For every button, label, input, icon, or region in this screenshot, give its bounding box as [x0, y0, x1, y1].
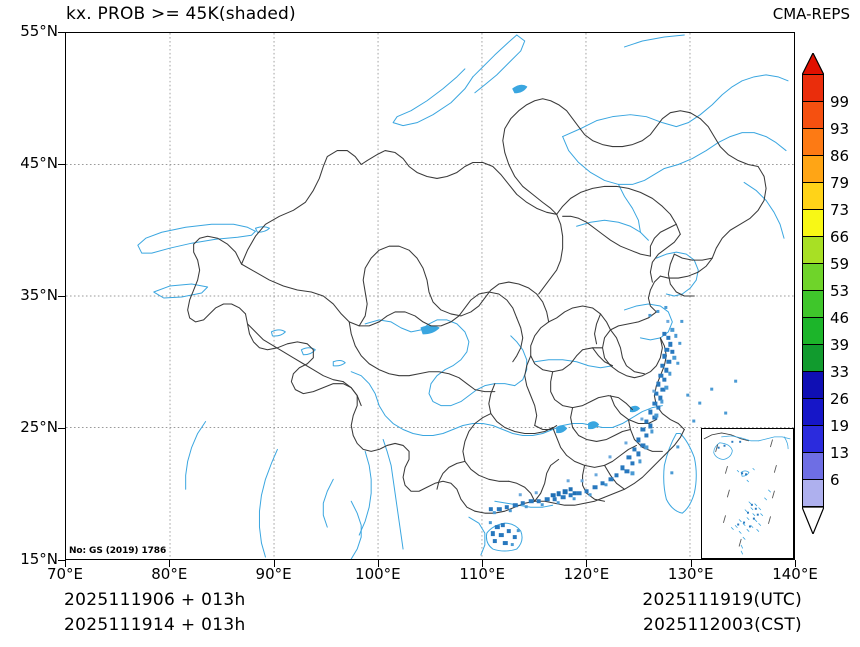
- colorbar-band: [802, 154, 824, 183]
- y-axis-tick-mark: [58, 32, 65, 33]
- colorbar-band: [802, 397, 824, 426]
- hydrography: [137, 34, 789, 559]
- colorbar-tick-label: 39: [830, 336, 850, 354]
- y-axis-tick-mark: [58, 428, 65, 429]
- x-axis-tick-label: 80°E: [151, 565, 188, 583]
- x-axis-tick-mark: [377, 560, 379, 567]
- x-axis-tick-label: 110°E: [459, 565, 505, 583]
- x-axis-tick-mark: [795, 560, 796, 567]
- valid-time-utc: 2025111919(UTC): [642, 590, 802, 610]
- colorbar-band: [802, 478, 824, 507]
- colorbar-band: [802, 343, 824, 372]
- x-axis-tick-mark: [65, 560, 66, 567]
- colorbar-band: [802, 289, 824, 318]
- colorbar-tick-label: 99: [830, 93, 850, 111]
- x-axis-tick-mark: [273, 560, 275, 567]
- colorbar-band: [802, 127, 824, 156]
- colorbar-tick-label: 19: [830, 417, 850, 435]
- x-axis-tick-label: 130°E: [667, 565, 714, 583]
- x-axis-tick-label: 140°E: [772, 565, 818, 583]
- colorbar-band: [802, 451, 824, 480]
- colorbar-band: [802, 424, 824, 453]
- y-axis-tick-label: 15°N: [20, 550, 58, 568]
- valid-time-cst: 2025112003(CST): [643, 615, 802, 635]
- y-axis: 55°N 45°N 35°N 25°N 15°N: [0, 0, 58, 647]
- colorbar-tick-label: 33: [830, 363, 850, 381]
- y-axis-tick-mark: [58, 164, 65, 165]
- y-axis-tick-label: 45°N: [20, 154, 58, 172]
- colorbar-extend-min-arrow: [802, 507, 824, 534]
- colorbar-band: [802, 73, 824, 102]
- y-axis-tick-mark: [58, 296, 65, 297]
- colorbar-tick-label: 26: [830, 390, 850, 408]
- colorbar-tick-label: 59: [830, 255, 850, 273]
- y-axis-tick-label: 55°N: [20, 22, 58, 40]
- model-label: CMA-REPS: [772, 5, 850, 23]
- y-axis-tick-label: 25°N: [20, 418, 58, 436]
- x-axis-tick-mark: [586, 560, 588, 567]
- x-axis-tick-label: 100°E: [355, 565, 401, 583]
- inset-canvas: [703, 432, 791, 555]
- y-axis-tick-mark: [58, 560, 65, 561]
- colorbar-tick-label: 73: [830, 201, 850, 219]
- colorbar-band: [802, 235, 824, 264]
- colorbar-band: [802, 208, 824, 237]
- x-axis-tick-mark: [482, 560, 484, 567]
- probability-colorbar[interactable]: 6 13 19 26 33 39 46 53 59 66 73 79 86 93 99: [802, 53, 849, 534]
- x-axis-tick-label: 120°E: [563, 565, 610, 583]
- colorbar-band: [802, 370, 824, 399]
- colorbar-extend-max-arrow: [802, 53, 824, 75]
- colorbar-band: [802, 100, 824, 129]
- gridlines: [66, 33, 794, 559]
- map-approval-number: No: GS (2019) 1786: [69, 546, 167, 556]
- colorbar-tick-label: 79: [830, 174, 850, 192]
- map-plot-area[interactable]: No: GS (2019) 1786: [65, 32, 795, 560]
- south-china-sea-inset[interactable]: [701, 428, 794, 559]
- colorbar-tick-label: 66: [830, 228, 850, 246]
- y-axis-tick-label: 35°N: [20, 286, 58, 304]
- page-title: kx. PROB >= 45K(shaded): [66, 4, 296, 24]
- x-axis-tick-mark: [169, 560, 171, 567]
- colorbar-tick-label: 46: [830, 309, 850, 327]
- init-time-utc: 2025111906 + 013h: [64, 590, 246, 610]
- colorbar-tick-label: 86: [830, 147, 850, 165]
- map-canvas: [66, 33, 794, 559]
- probability-shading: [488, 305, 738, 547]
- administrative-boundaries: [187, 98, 767, 514]
- x-axis-tick-label: 70°E: [46, 565, 84, 583]
- x-axis-tick-label: 90°E: [255, 565, 292, 583]
- colorbar-tick-label: 53: [830, 282, 850, 300]
- colorbar-band: [802, 316, 824, 345]
- colorbar-tick-label: 93: [830, 120, 850, 138]
- colorbar-band: [802, 262, 824, 291]
- init-time-cst: 2025111914 + 013h: [64, 615, 246, 635]
- x-axis-tick-mark: [690, 560, 692, 567]
- colorbar-band: [802, 181, 824, 210]
- colorbar-tick-label: 6: [830, 471, 840, 489]
- colorbar-tick-label: 13: [830, 444, 850, 462]
